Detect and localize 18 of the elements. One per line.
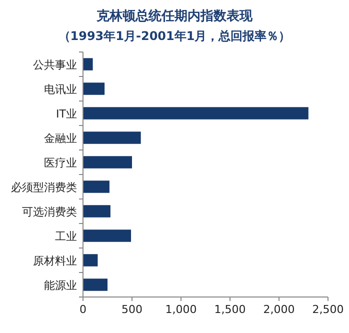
x-tick-label: 2,000: [263, 303, 295, 316]
x-tick-label: 0: [80, 303, 86, 316]
y-tick-label: 医疗业: [44, 156, 77, 170]
y-tick-label: 金融业: [44, 132, 77, 145]
x-tick-label: 2,500: [312, 303, 344, 316]
x-tick-label: 500: [122, 303, 142, 316]
y-tick-label: 电讯业: [44, 82, 77, 96]
chart-title: 克林顿总统任期内指数表现: [96, 8, 254, 24]
y-tick-label: 公共事业: [33, 58, 77, 72]
x-tick-label: 1,000: [165, 303, 197, 316]
y-tick-label: 必须型消费类: [11, 180, 77, 194]
chart-subtitle: （1993年1月-2001年1月，总回报率％）: [58, 29, 291, 43]
y-tick-label: 能源业: [44, 278, 77, 292]
y-tick-label: 工业: [55, 230, 77, 243]
y-tick-label: 原材料业: [33, 254, 77, 268]
y-tick-label: 可选消费类: [22, 205, 77, 218]
x-tick-label: 1,500: [214, 303, 246, 316]
y-tick-label: IT业: [56, 107, 77, 120]
